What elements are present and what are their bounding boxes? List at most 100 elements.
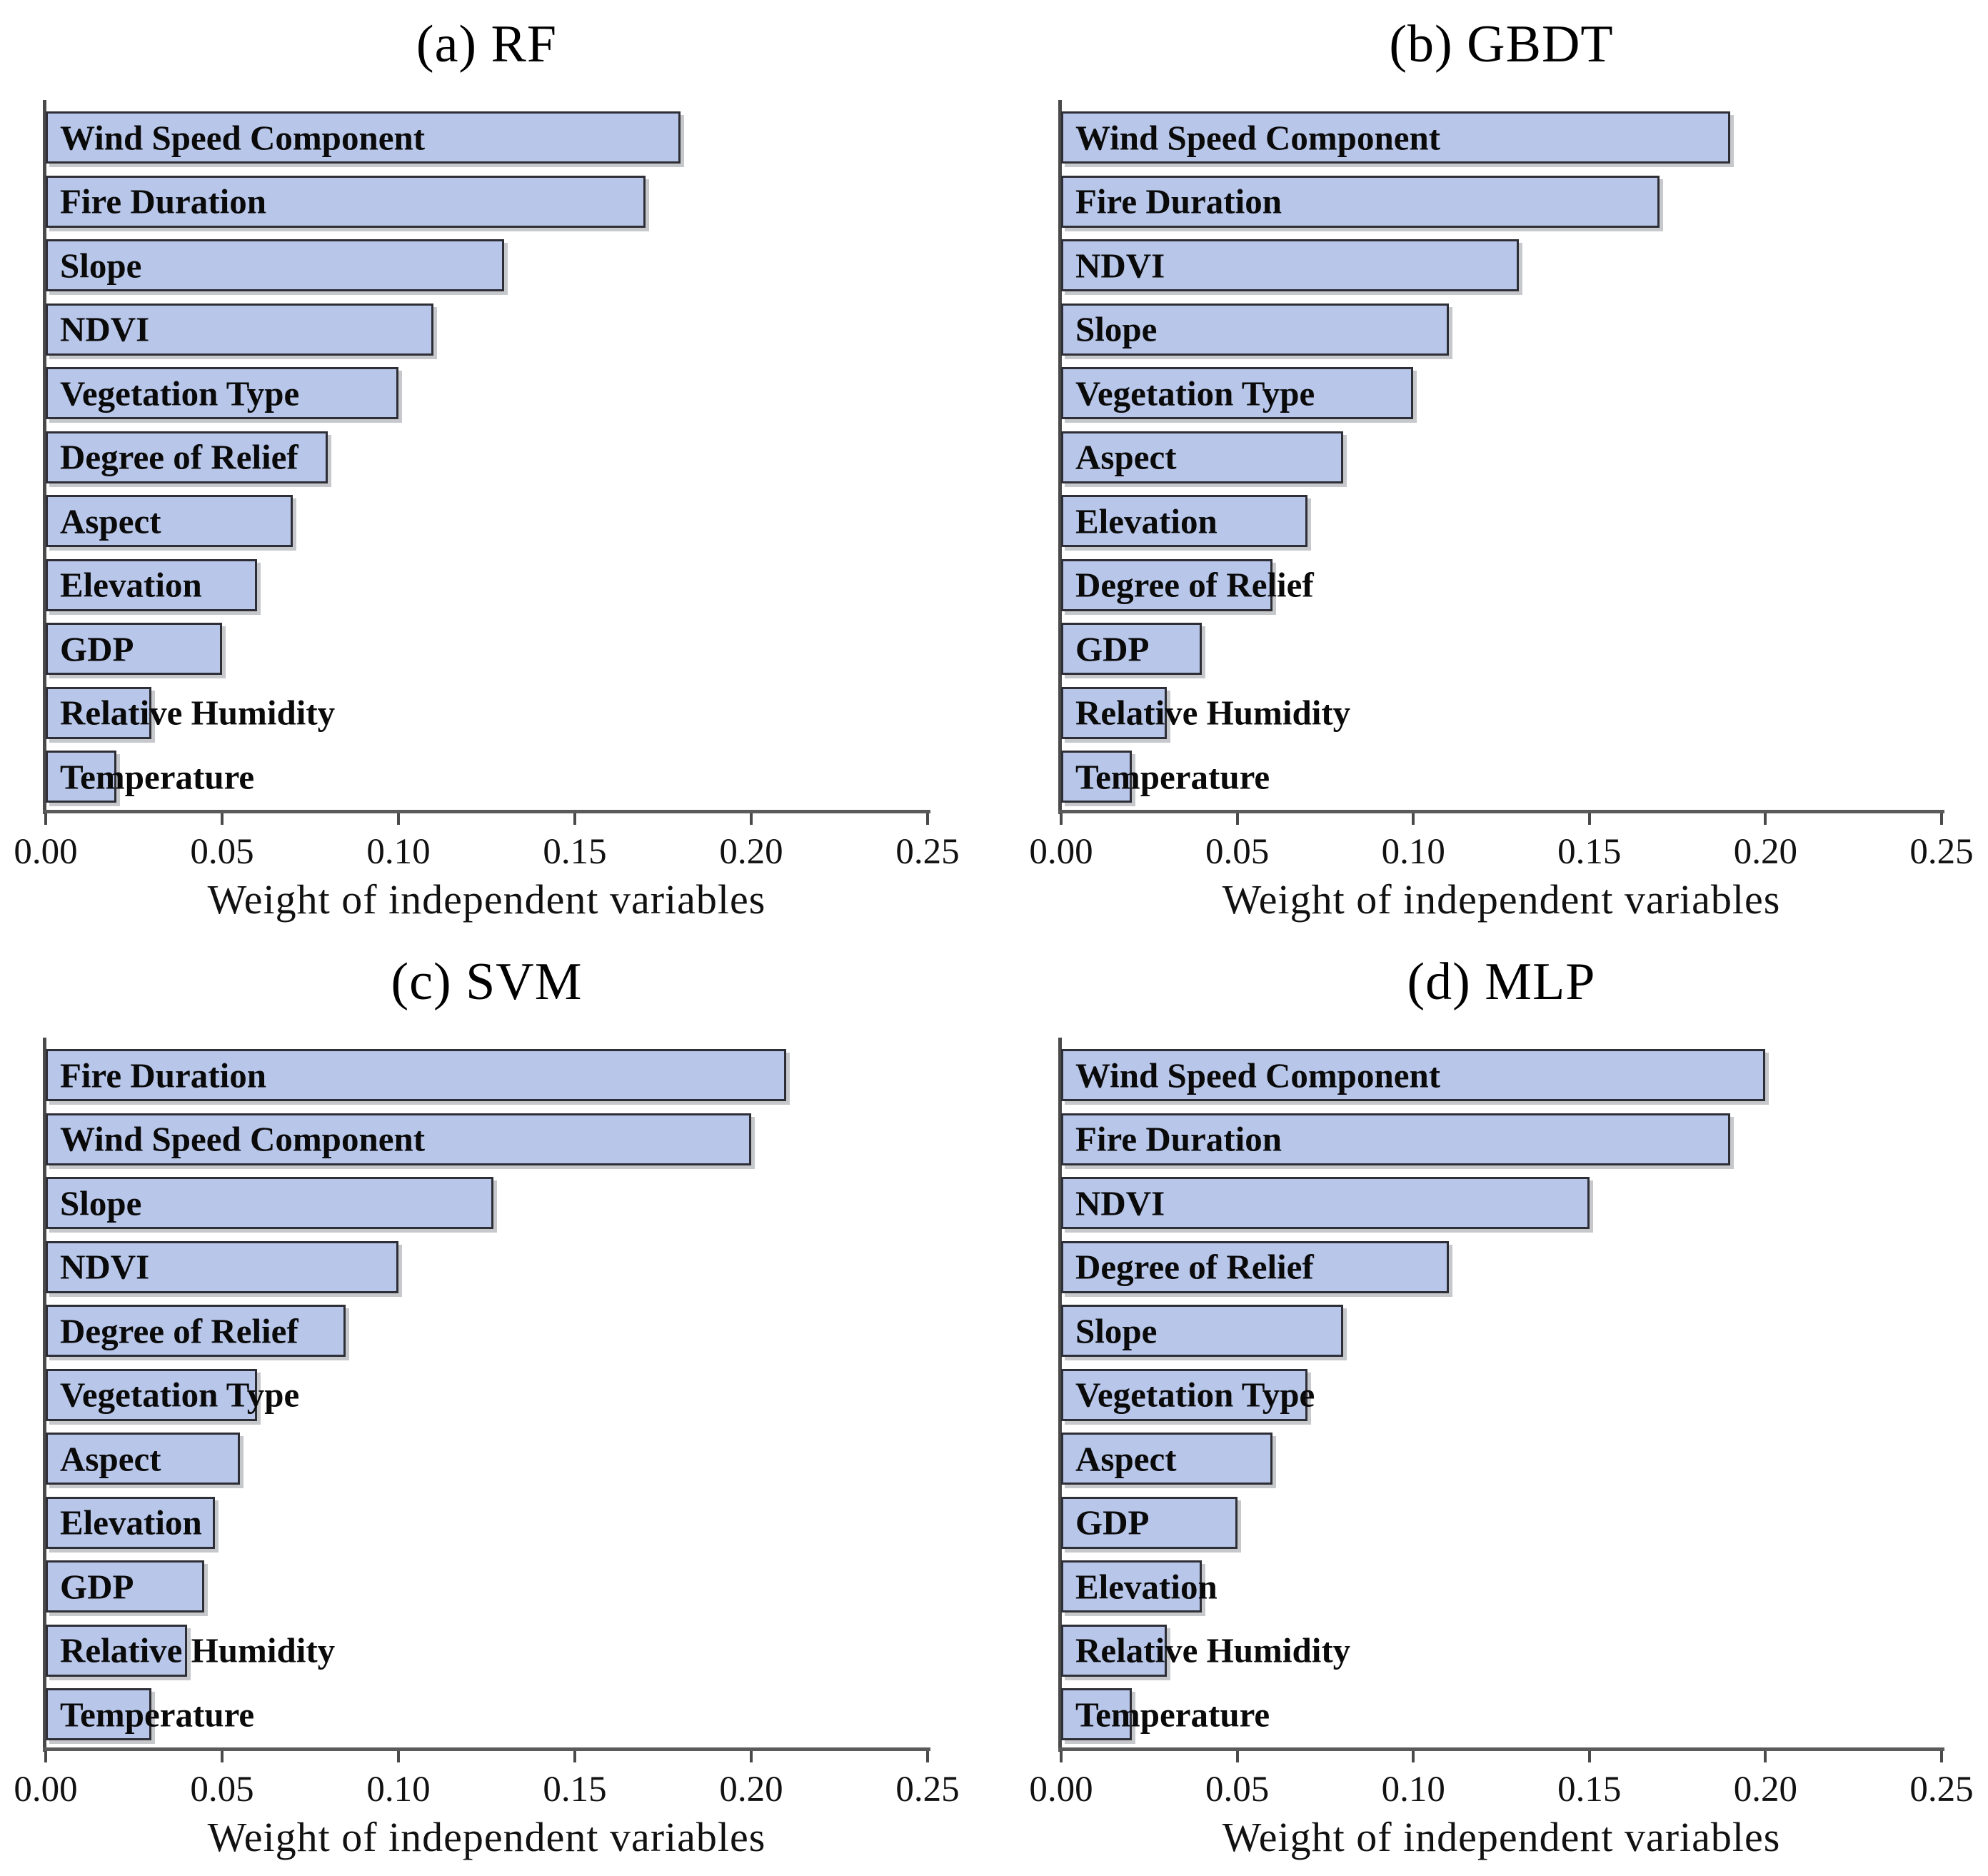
- bar-label: Relative Humidity: [60, 693, 336, 733]
- bar: [46, 1049, 787, 1101]
- bars-container: Wind Speed Component Fire Duration NDVI Slo…: [1061, 111, 1942, 803]
- bar-row: Temperature: [46, 1688, 928, 1740]
- bar: [46, 558, 258, 611]
- x-tick-mark: [397, 813, 400, 825]
- panel-svm: (c) SVM Fire Duration Wind Speed Componen…: [0, 938, 994, 1876]
- bar: [46, 1113, 751, 1165]
- bar-label: Slope: [60, 1183, 142, 1223]
- bar-row: Slope: [46, 1177, 928, 1229]
- bar-row: Wind Speed Component: [46, 111, 928, 164]
- x-tick-mark: [573, 1751, 576, 1762]
- bar: [46, 1496, 216, 1549]
- y-axis-line: [43, 1038, 46, 1752]
- x-tick-label: 0.25: [895, 832, 960, 872]
- bar-row: Fire Duration: [1061, 1113, 1942, 1165]
- panel-title: (d) MLP: [1407, 953, 1596, 1011]
- plot-area: Wind Speed Component Fire Duration Slope ND…: [14, 100, 960, 938]
- bar-label: Slope: [1075, 1311, 1158, 1350]
- bar-row: Relative Humidity: [46, 1624, 928, 1677]
- bar: [46, 1305, 346, 1357]
- bar-row: Degree of Relief: [1061, 558, 1942, 611]
- bar-row: Fire Duration: [1061, 175, 1942, 228]
- bar: [46, 495, 293, 547]
- x-tick-mark: [1587, 1751, 1591, 1762]
- x-tick-mark: [1060, 813, 1063, 825]
- bar: [1061, 623, 1203, 675]
- x-tick-mark: [750, 1751, 753, 1762]
- bar-row: Elevation: [1061, 1560, 1942, 1612]
- bar-row: Fire Duration: [46, 1049, 928, 1101]
- bar: [46, 1560, 205, 1612]
- bar-row: Relative Humidity: [1061, 1624, 1942, 1677]
- bar-label: Fire Duration: [1075, 1119, 1282, 1159]
- bar-label: Vegetation Type: [60, 373, 300, 413]
- x-axis-line: [43, 810, 930, 813]
- bar-label: Aspect: [1075, 1439, 1177, 1478]
- y-axis-line: [1058, 100, 1062, 814]
- bar-label: Wind Speed Component: [1075, 1055, 1441, 1095]
- bar-row: Vegetation Type: [46, 1368, 928, 1421]
- bar-label: Degree of Relief: [60, 1311, 298, 1350]
- bar-label: Aspect: [60, 501, 161, 541]
- x-tick-mark: [1587, 813, 1591, 825]
- bar-row: Temperature: [1061, 1688, 1942, 1740]
- plot-area: Wind Speed Component Fire Duration NDVI Deg…: [1029, 1038, 1974, 1876]
- x-tick-label: 0.10: [1381, 1770, 1445, 1810]
- bar-label: Elevation: [60, 565, 202, 605]
- panel-title: (a) RF: [416, 15, 558, 74]
- bar-row: Aspect: [46, 495, 928, 547]
- x-axis-title: Weight of independent variables: [207, 876, 766, 923]
- bar: [1061, 431, 1343, 483]
- bar-row: Elevation: [46, 1496, 928, 1549]
- bar: [46, 623, 222, 675]
- bar: [46, 175, 646, 228]
- bar-label: Relative Humidity: [1075, 1630, 1351, 1670]
- bar-row: NDVI: [46, 1240, 928, 1293]
- bar-label: Temperature: [1075, 1695, 1270, 1734]
- bar-row: Vegetation Type: [1061, 367, 1942, 419]
- plot-area: Fire Duration Wind Speed Component Slope ND…: [14, 1038, 960, 1876]
- x-tick-mark: [1412, 813, 1415, 825]
- bar-label: NDVI: [1075, 246, 1165, 285]
- bar: [1061, 1496, 1238, 1549]
- bar-row: Aspect: [1061, 1433, 1942, 1485]
- x-tick-label: 0.25: [895, 1770, 960, 1810]
- bar: [1061, 1305, 1343, 1357]
- x-tick-label: 0.05: [1205, 832, 1270, 872]
- x-axis-title: Weight of independent variables: [1222, 1814, 1781, 1860]
- bar: [46, 367, 398, 419]
- bar: [46, 1433, 240, 1485]
- bar: [1061, 111, 1731, 164]
- bar-row: Degree of Relief: [46, 431, 928, 483]
- bar: [1061, 303, 1449, 356]
- x-tick-label: 0.00: [14, 832, 78, 872]
- bar-row: NDVI: [1061, 239, 1942, 291]
- bar: [1061, 686, 1167, 739]
- x-tick-mark: [573, 813, 576, 825]
- bar-label: GDP: [1075, 1503, 1150, 1543]
- x-tick-label: 0.05: [190, 1770, 254, 1810]
- bar: [46, 431, 328, 483]
- bar-row: Wind Speed Component: [46, 1113, 928, 1165]
- bar-label: Temperature: [60, 757, 255, 796]
- x-tick-mark: [1764, 813, 1767, 825]
- bar-label: Elevation: [1075, 1567, 1218, 1606]
- x-tick-label: 0.15: [543, 832, 607, 872]
- bar-label: Relative Humidity: [60, 1630, 336, 1670]
- panel-title: (b) GBDT: [1389, 15, 1614, 74]
- bar-row: Elevation: [1061, 495, 1942, 547]
- bar-row: Slope: [1061, 1305, 1942, 1357]
- bar-row: Relative Humidity: [46, 686, 928, 739]
- x-tick-mark: [1764, 1751, 1767, 1762]
- bar: [1061, 1049, 1766, 1101]
- bar: [1061, 1368, 1308, 1421]
- x-tick-mark: [926, 1751, 929, 1762]
- bar-label: Slope: [1075, 309, 1158, 349]
- bar-label: Wind Speed Component: [60, 1119, 426, 1159]
- y-axis-line: [1058, 1038, 1062, 1752]
- bar-label: Vegetation Type: [1075, 373, 1315, 413]
- x-tick-mark: [1940, 1751, 1943, 1762]
- bar: [46, 1688, 152, 1740]
- bar-label: NDVI: [1075, 1183, 1165, 1223]
- bar-row: Aspect: [46, 1433, 928, 1485]
